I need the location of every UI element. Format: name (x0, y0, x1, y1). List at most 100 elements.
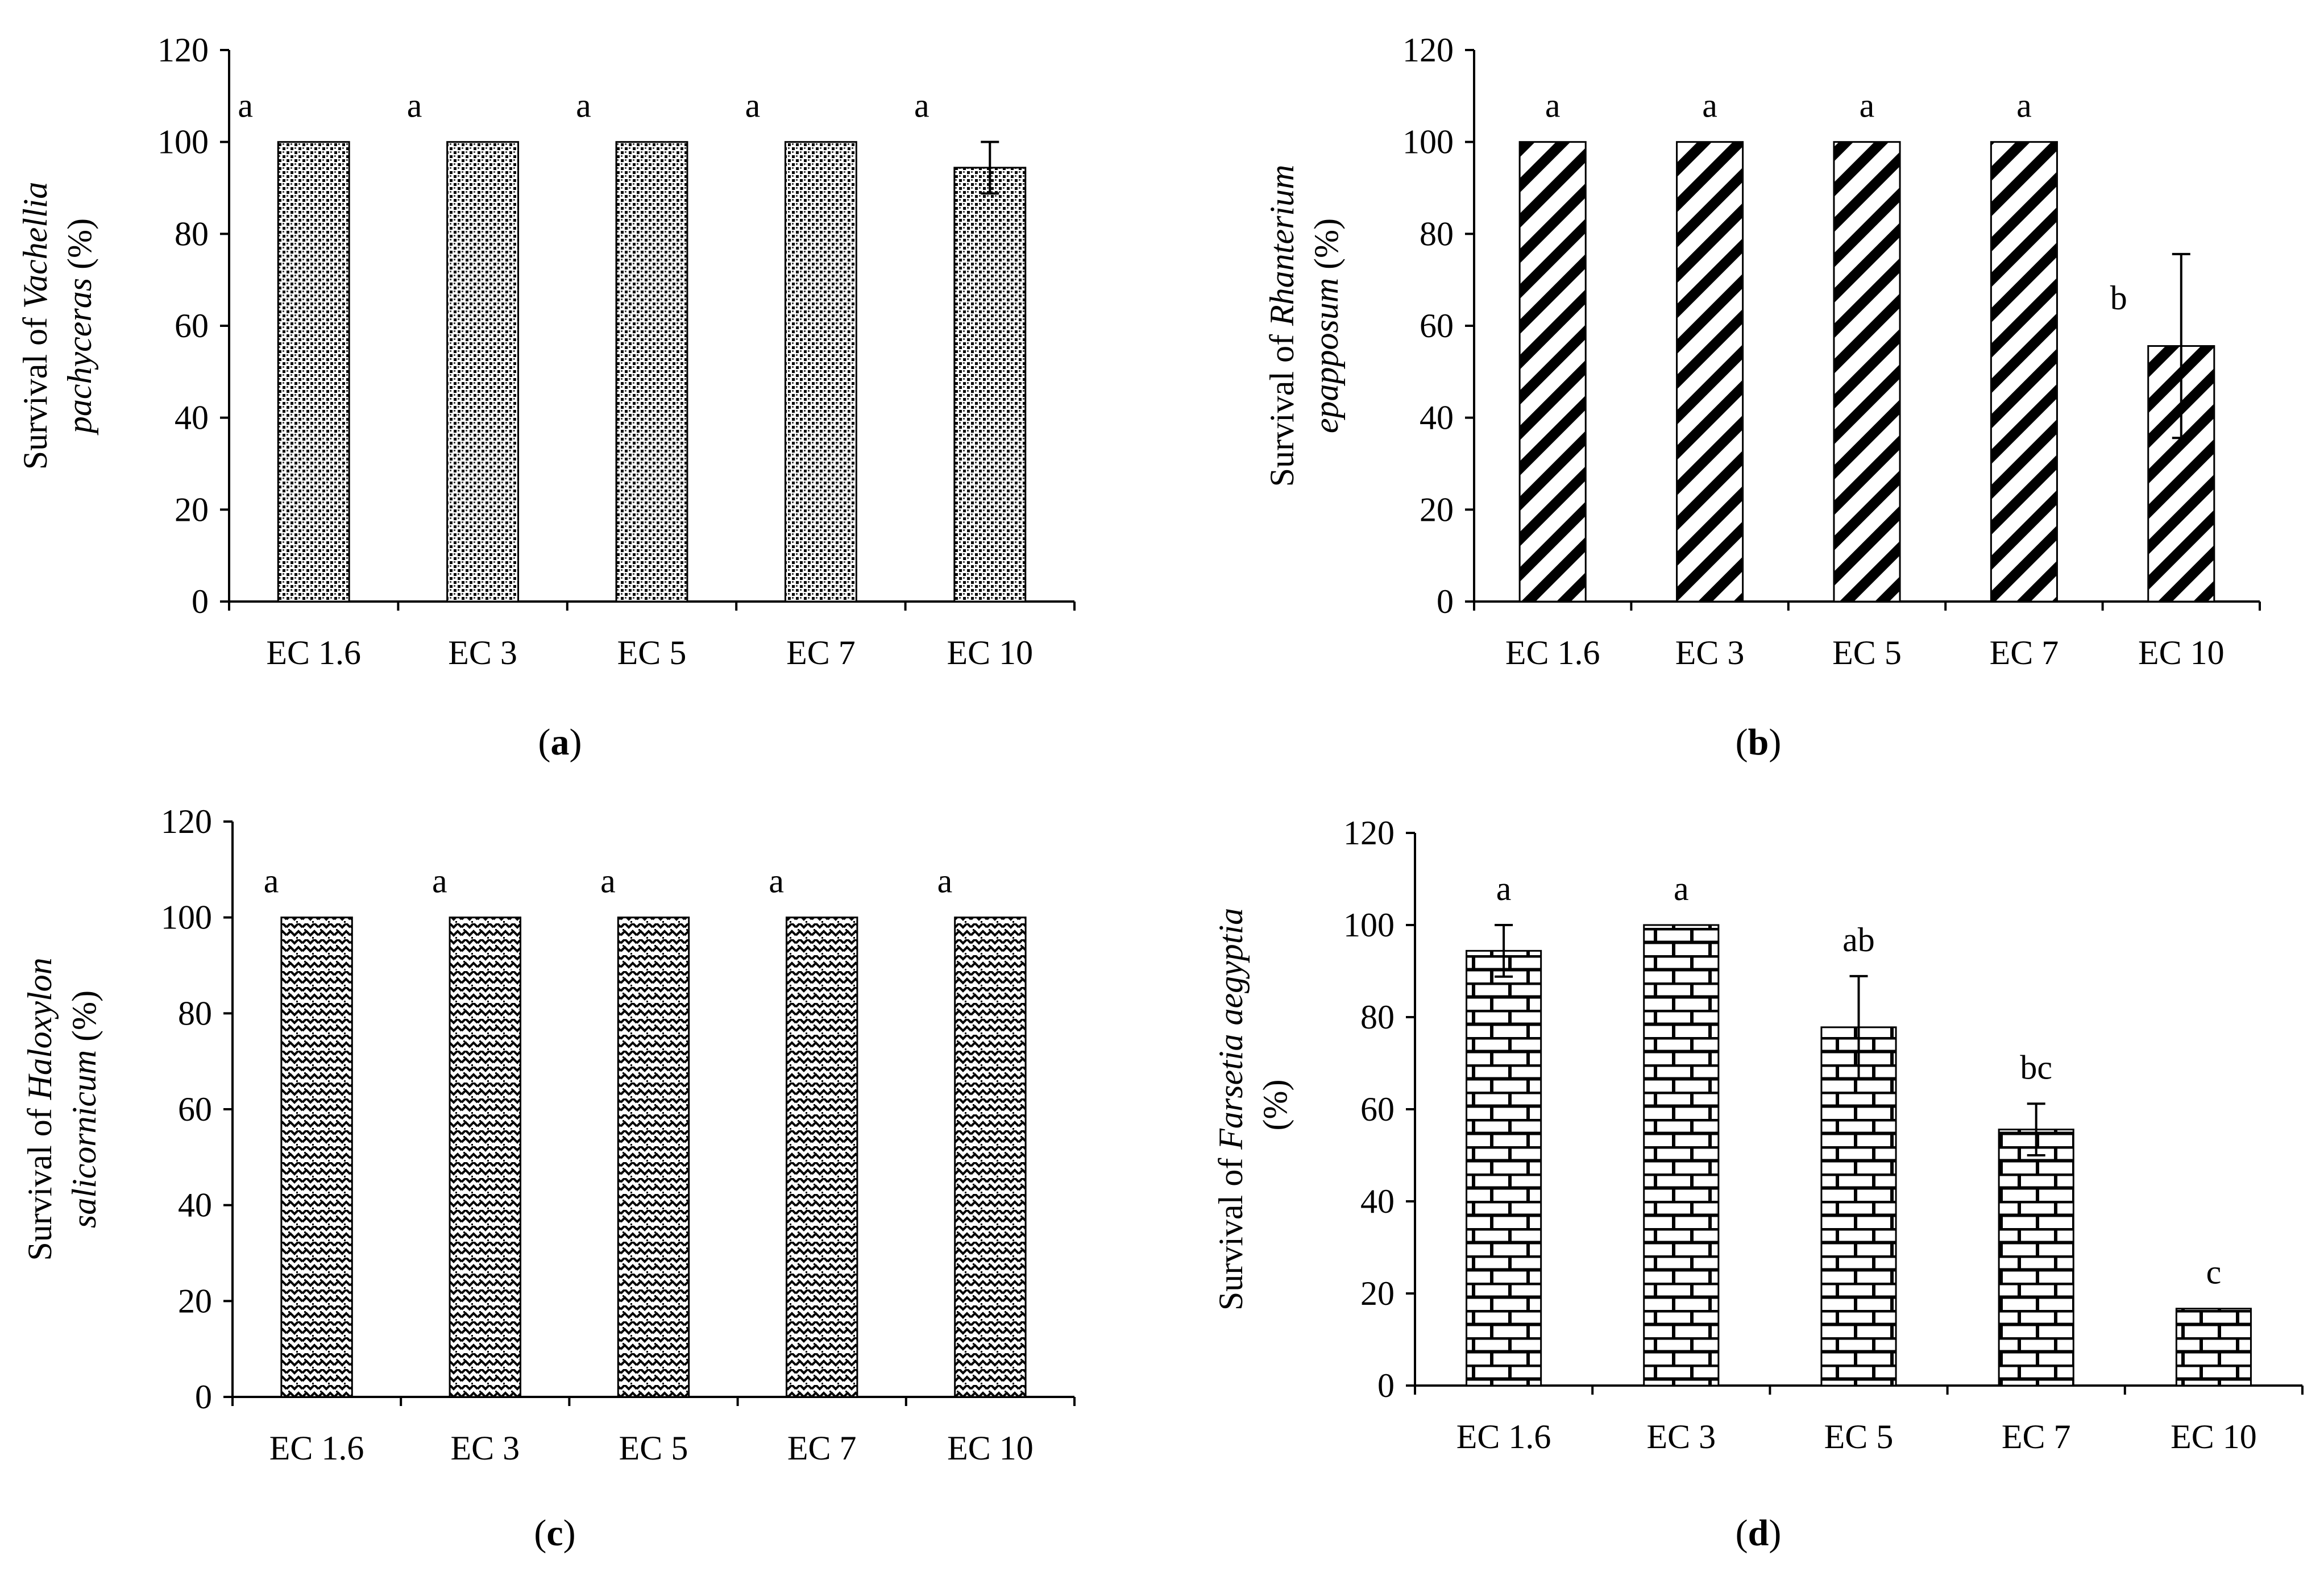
y-tick-label: 100 (1343, 906, 1395, 944)
significance-label: a (264, 862, 279, 900)
x-category-label: EC 5 (619, 1429, 688, 1467)
y-tick-label: 40 (1360, 1183, 1395, 1220)
significance-label: a (1496, 870, 1512, 907)
y-tick-label: 100 (157, 123, 209, 161)
significance-label: a (1674, 870, 1689, 907)
y-tick-label: 80 (1420, 215, 1454, 252)
bar-EC-7 (785, 917, 858, 1398)
chart-panel-a: 0 20 40 60 80 100 120 a EC 1.6 a EC 3 a EC 5 a EC 7 a EC… (16, 31, 1076, 763)
chart-panel-d: 0 20 40 60 80 100 120 a EC 1.6 a EC 3 ab EC 5 bc EC 7 c… (1212, 814, 2304, 1554)
significance-label: a (432, 862, 447, 900)
y-axis-title: Survival of Vachelliapachyceras (%) (16, 182, 98, 470)
y-tick-label: 0 (195, 1378, 212, 1416)
y-tick-label: 40 (175, 399, 209, 437)
x-category-label: EC 1.6 (269, 1429, 364, 1467)
x-category-label: EC 3 (1675, 634, 1745, 671)
bar-EC-3 (449, 917, 522, 1398)
bar-EC-10 (953, 167, 1027, 603)
panel-label: (a) (538, 721, 582, 763)
significance-label: a (1545, 87, 1561, 125)
bar-EC-7 (784, 141, 857, 603)
bar-EC-5 (615, 141, 688, 603)
bar-EC-10 (954, 917, 1027, 1398)
significance-label: c (2206, 1254, 2222, 1291)
y-tick-label: 0 (192, 583, 209, 620)
x-category-label: EC 5 (617, 634, 687, 671)
significance-label: a (600, 862, 616, 900)
bar-EC-7 (1998, 1129, 2074, 1387)
x-category-label: EC 10 (947, 1429, 1034, 1467)
x-category-label: EC 7 (787, 1429, 857, 1467)
bar-EC-1_6 (1466, 949, 1542, 1387)
bar-EC-1_6 (1518, 141, 1587, 603)
y-tick-label: 40 (178, 1187, 212, 1224)
x-category-label: EC 3 (450, 1429, 520, 1467)
y-tick-label: 80 (1360, 998, 1395, 1036)
significance-label: a (2016, 87, 2032, 125)
y-tick-label: 0 (1377, 1367, 1395, 1404)
x-category-label: EC 10 (947, 634, 1033, 671)
x-category-label: EC 1.6 (1505, 634, 1600, 671)
bar-EC-1_6 (277, 141, 350, 603)
chart-panel-c: 0 20 40 60 80 100 120 a EC 1.6 a EC 3 a EC 5 a EC 7 a EC… (21, 803, 1076, 1554)
bar-EC-7 (1990, 141, 2058, 603)
y-tick-label: 20 (1360, 1275, 1395, 1312)
y-axis-title: Survival of Farsetia aegyptia (%) (1212, 908, 1294, 1311)
panel-label: (c) (534, 1512, 575, 1554)
y-tick-label: 60 (1420, 307, 1454, 345)
bar-EC-1_6 (280, 917, 353, 1398)
y-tick-label: 60 (178, 1090, 212, 1128)
bar-EC-3 (446, 141, 520, 603)
bar-EC-10 (2175, 1308, 2252, 1387)
y-tick-label: 20 (178, 1282, 212, 1320)
x-category-label: EC 1.6 (266, 634, 361, 671)
significance-label: a (407, 87, 422, 125)
y-tick-label: 0 (1437, 583, 1454, 620)
significance-label: a (937, 862, 953, 900)
bar-EC-10 (2147, 345, 2215, 603)
y-axis-title: Survival of Rhanteriumepapposum (%) (1263, 165, 1345, 487)
x-category-label: EC 10 (2171, 1418, 2257, 1455)
significance-label: a (238, 87, 253, 125)
bar-EC-5 (617, 917, 690, 1398)
y-tick-label: 100 (1402, 123, 1454, 161)
bar-EC-3 (1676, 141, 1744, 603)
y-axis-title: Survival of Haloxylonsalicornicum (%) (21, 957, 103, 1260)
x-category-label: EC 7 (786, 634, 856, 671)
x-category-label: EC 1.6 (1456, 1418, 1551, 1455)
bar-EC-5 (1833, 141, 1901, 603)
x-category-label: EC 10 (2138, 634, 2225, 671)
x-category-label: EC 3 (448, 634, 517, 671)
y-tick-label: 60 (1360, 1090, 1395, 1128)
y-tick-label: 120 (1402, 31, 1454, 69)
significance-label: a (576, 87, 591, 125)
x-category-label: EC 7 (2002, 1418, 2071, 1455)
y-tick-label: 80 (178, 994, 212, 1032)
y-tick-label: 20 (1420, 491, 1454, 528)
y-tick-label: 60 (175, 307, 209, 345)
bar-EC-5 (1820, 1026, 1897, 1387)
significance-label: ab (1842, 921, 1875, 959)
x-category-label: EC 5 (1832, 634, 1902, 671)
x-category-label: EC 5 (1824, 1418, 1894, 1455)
bar-EC-3 (1643, 924, 1720, 1387)
chart-panel-b: 0 20 40 60 80 100 120 a EC 1.6 a EC 3 a EC 5 a EC 7 b EC… (1263, 31, 2261, 763)
y-tick-label: 120 (1343, 814, 1395, 852)
y-tick-label: 120 (161, 803, 212, 840)
y-tick-label: 120 (157, 31, 209, 69)
significance-label: bc (2020, 1048, 2052, 1086)
significance-label: a (914, 87, 929, 125)
y-tick-label: 80 (175, 215, 209, 252)
x-category-label: EC 3 (1646, 1418, 1716, 1455)
significance-label: a (745, 87, 761, 125)
panel-label: (b) (1736, 721, 1782, 763)
panel-label: (d) (1736, 1512, 1782, 1554)
significance-label: b (2110, 279, 2127, 317)
x-category-label: EC 7 (1990, 634, 2059, 671)
significance-label: a (1860, 87, 1875, 125)
y-tick-label: 40 (1420, 399, 1454, 437)
y-tick-label: 100 (161, 899, 212, 936)
y-tick-label: 20 (175, 491, 209, 528)
significance-label: a (769, 862, 784, 900)
